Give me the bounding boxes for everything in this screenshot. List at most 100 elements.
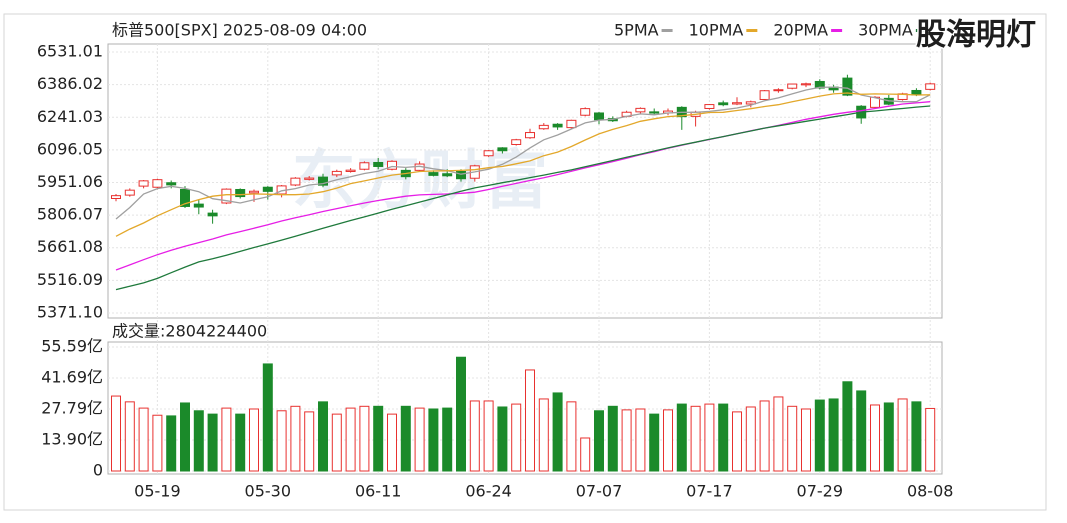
x-tick-label: 07-07 (576, 482, 623, 501)
volume-bar (276, 410, 287, 472)
volume-bar (607, 405, 618, 472)
candle-body (566, 119, 577, 129)
legend-label: 5PMA (614, 21, 659, 40)
volume-bar (359, 405, 370, 472)
volume-plot-area (107, 341, 943, 475)
volume-bar (552, 392, 563, 472)
volume-bar (483, 400, 494, 472)
volume-bar (345, 407, 356, 472)
candle-body (732, 102, 742, 105)
legend-label: 30PMA (858, 21, 913, 40)
candle-body (318, 176, 328, 186)
volume-bar (566, 401, 577, 472)
x-tick-label: 07-29 (797, 482, 844, 501)
y-tick-label: 0 (93, 461, 103, 480)
candle-body (387, 160, 397, 170)
volume-bar (856, 390, 867, 472)
y-tick-label: 41.69亿 (41, 368, 103, 387)
y-tick-label: 55.59亿 (41, 337, 103, 356)
volume-bar (331, 413, 342, 472)
y-tick-label: 5951.06 (37, 172, 103, 191)
volume-bar (318, 401, 328, 472)
volume-bar (814, 399, 825, 472)
volume-bar (442, 407, 453, 472)
volume-bar (773, 396, 784, 472)
volume-bar (124, 401, 135, 472)
candle-body (925, 83, 936, 90)
legend-label: 10PMA (689, 21, 744, 40)
candle-body (497, 147, 508, 152)
candle-body (124, 189, 135, 196)
candle-body (718, 102, 729, 106)
volume-bar (538, 398, 549, 472)
candle-body (152, 179, 163, 188)
candle-body (552, 123, 563, 128)
volume-bar (883, 402, 894, 472)
candle-body (359, 162, 370, 170)
y-tick-label: 27.79亿 (41, 399, 103, 418)
volume-bar (428, 408, 439, 472)
candle-body (787, 83, 798, 89)
candle-body (221, 188, 232, 204)
volume-bar (469, 400, 480, 472)
legend-label: 20PMA (773, 21, 828, 40)
y-tick-label: 6096.05 (37, 139, 103, 158)
volume-bar (870, 404, 880, 472)
volume-bar (304, 411, 315, 472)
volume-bar (166, 415, 177, 472)
candle-body (635, 107, 646, 113)
x-tick-label: 06-24 (465, 482, 512, 501)
chart-title: 标普500[SPX] 2025-08-09 04:00 (112, 21, 367, 40)
volume-bar (828, 398, 839, 472)
volume-bar (621, 409, 632, 472)
volume-bar (911, 401, 922, 472)
candle-body (483, 150, 494, 157)
volume-bar (842, 381, 853, 472)
candle-body (745, 101, 756, 105)
badge: 股海明灯 (916, 18, 1036, 53)
volume-bar (594, 410, 604, 472)
candle-body (345, 169, 356, 172)
volume-bar (456, 356, 466, 472)
candle-body (235, 188, 246, 198)
volume-bar (732, 411, 742, 472)
candle-body (511, 139, 522, 145)
candle-body (801, 83, 811, 86)
volume-bar (925, 407, 936, 472)
candle-body (759, 90, 770, 100)
y-tick-label: 6386.02 (37, 74, 103, 93)
x-tick-label: 06-11 (355, 482, 402, 501)
volume-bar (180, 402, 190, 472)
legend-swatch (915, 29, 927, 32)
volume-bar (801, 408, 811, 472)
candle-body (249, 190, 259, 194)
legend-swatch (746, 29, 758, 32)
candle-body (456, 170, 466, 180)
price-plot-area (107, 43, 943, 319)
volume-bar (690, 405, 701, 472)
volume-bar (249, 408, 259, 472)
volume-bar (718, 403, 729, 472)
volume-bar (497, 406, 508, 472)
volume-bar (745, 406, 756, 472)
candle-body (649, 111, 660, 114)
y-tick-label: 5661.08 (37, 237, 103, 256)
y-tick-label: 5371.10 (37, 303, 103, 322)
candle-body (290, 177, 301, 186)
y-tick-label: 5806.07 (37, 205, 103, 224)
volume-bar (649, 413, 660, 472)
ma-line (115, 86, 931, 220)
volume-bar (676, 403, 687, 472)
legend: 5PMA 10PMA 20PMA 30PMA (614, 21, 927, 40)
candle-body (304, 177, 315, 180)
candle-body (594, 112, 604, 121)
volume-bar (193, 410, 204, 472)
candle-body (842, 77, 853, 96)
volume-bar (221, 407, 232, 472)
ma-line (115, 105, 931, 291)
volume-bar (897, 398, 908, 472)
volume-bar (663, 409, 673, 472)
volume-bar (580, 437, 591, 472)
candle-body (442, 173, 453, 177)
